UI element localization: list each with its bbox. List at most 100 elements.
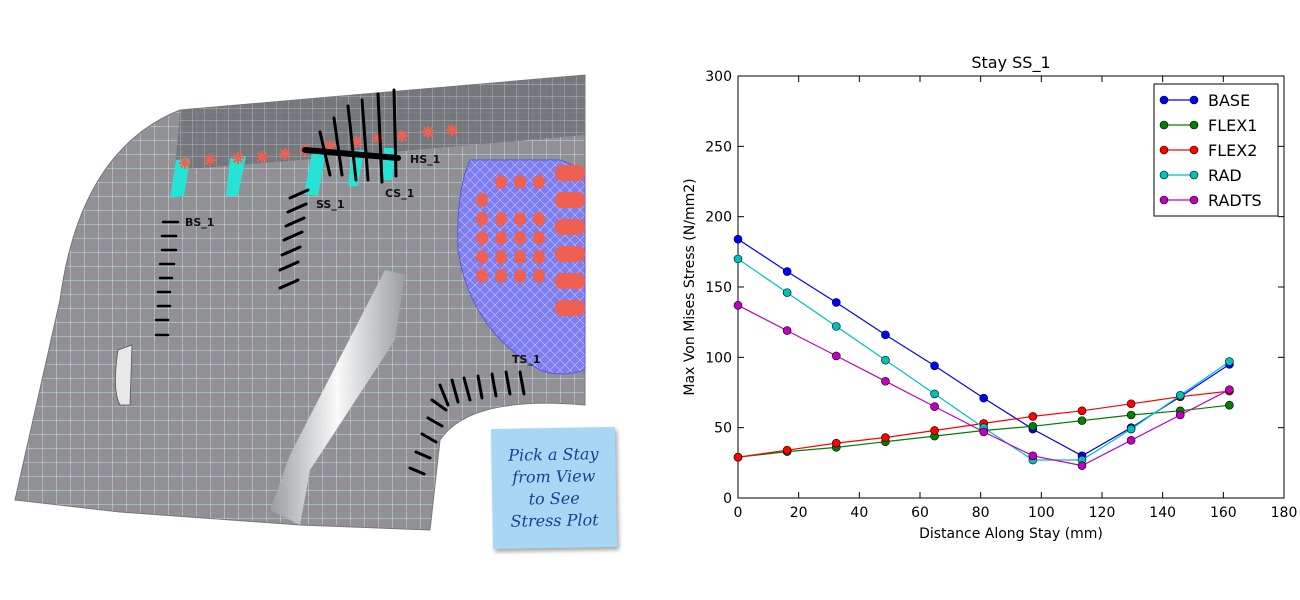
data-point	[733, 300, 743, 310]
stay-label-cs1[interactable]: CS_1	[385, 187, 414, 200]
data-point	[1077, 461, 1087, 470]
data-point	[1126, 399, 1136, 409]
series-layer	[733, 234, 1234, 470]
legend-label: FLEX2	[1208, 141, 1257, 160]
data-point	[1225, 400, 1234, 410]
tube-hole	[476, 231, 488, 245]
data-point	[881, 355, 890, 365]
model-view[interactable]: HS_1 CS_1 SS_1 BS_1 TS	[0, 0, 640, 600]
legend-marker	[1159, 120, 1169, 130]
hotspot-star	[256, 151, 268, 163]
tube-ends	[555, 165, 585, 316]
legend-marker	[1189, 170, 1199, 180]
data-point	[1028, 412, 1038, 421]
tube-hole	[533, 212, 545, 226]
data-point	[979, 393, 989, 403]
y-axis: 0 50 100 150 200 250 300	[705, 69, 1284, 507]
data-point	[979, 427, 989, 437]
data-point	[1175, 391, 1185, 400]
legend-marker	[1159, 145, 1169, 155]
legend-label: RADTS	[1208, 191, 1262, 210]
stay-ts1[interactable]	[408, 370, 526, 476]
stress-hotspots	[179, 124, 458, 169]
tube-hole	[495, 212, 507, 226]
tube-end	[555, 273, 585, 289]
legend-marker	[1189, 95, 1199, 105]
data-point	[930, 426, 939, 435]
data-point	[1028, 451, 1038, 461]
hotspot-star	[446, 124, 458, 136]
data-point	[1126, 410, 1136, 420]
hotspot-star	[279, 148, 291, 160]
tube-plate-patch	[457, 159, 586, 375]
y-axis-title: Max Von Mises Stress (N/mm2)	[682, 178, 698, 395]
x-tick-label: 100	[1028, 505, 1055, 521]
x-axis-title: Distance Along Stay (mm)	[919, 526, 1103, 542]
tube-hole	[514, 175, 526, 189]
data-point	[733, 254, 743, 264]
y-tick-label: 0	[723, 491, 732, 507]
tube-hole	[533, 250, 545, 264]
legend-item: RADTS	[1159, 191, 1262, 210]
stay-label-hs1[interactable]: HS_1	[410, 153, 440, 166]
tube-hole	[476, 269, 488, 283]
hotspot-star	[422, 126, 434, 138]
hotspot-star	[232, 152, 244, 164]
tube-end	[555, 219, 585, 235]
data-point	[1126, 436, 1136, 445]
hotspot-star	[324, 140, 336, 152]
data-point	[831, 322, 841, 331]
tube-hole	[533, 175, 545, 189]
data-point	[733, 234, 743, 244]
data-point	[1126, 424, 1136, 434]
series-line	[737, 304, 1230, 467]
tube-hole	[495, 231, 507, 245]
x-tick-label: 180	[1271, 505, 1298, 521]
tube-hole	[495, 269, 507, 283]
legend-marker	[1189, 145, 1199, 155]
stay-label-ss1[interactable]: SS_1	[316, 198, 345, 211]
chart-title: Stay SS_1	[971, 53, 1050, 73]
legend-label: FLEX1	[1208, 116, 1257, 135]
stay-label-ts1[interactable]: TS_1	[512, 353, 541, 366]
data-point	[782, 326, 792, 335]
tube-hole	[495, 175, 507, 189]
data-point	[930, 361, 939, 371]
x-tick-label: 60	[911, 505, 929, 521]
stay-ss1[interactable]	[278, 188, 310, 290]
data-point	[881, 330, 890, 340]
legend-marker	[1159, 95, 1169, 105]
tube-hole	[476, 193, 488, 207]
stay-bs1[interactable]	[154, 220, 180, 337]
x-tick-label: 0	[734, 505, 743, 521]
legend-label: BASE	[1208, 91, 1250, 110]
data-point	[1225, 357, 1234, 366]
tube-hole	[514, 250, 526, 264]
data-point	[782, 445, 792, 455]
stress-line-chart: Stay SS_1 0 20 40 60 80 100 120 140 160 180 0 50 10…	[682, 53, 1298, 542]
tube-hole	[514, 269, 526, 283]
data-point	[930, 402, 939, 411]
x-axis: 0 20 40 60 80 100 120 140 160 180	[734, 76, 1298, 521]
hotspot-star	[372, 132, 384, 144]
tube-end	[555, 192, 585, 208]
legend-item: FLEX2	[1159, 141, 1257, 160]
legend-item: BASE	[1159, 91, 1250, 110]
tube-hole	[476, 250, 488, 264]
legend: BASE FLEX1 FLEX2 RAD RADTS	[1153, 83, 1279, 217]
x-tick-label: 20	[790, 505, 808, 521]
data-point	[733, 452, 743, 462]
stay-label-bs1[interactable]: BS_1	[185, 216, 214, 229]
x-tick-label: 160	[1210, 505, 1237, 521]
firebox-ridge	[270, 270, 405, 525]
hotspot-star	[179, 157, 191, 169]
data-point	[831, 298, 841, 307]
tube-hole	[533, 231, 545, 245]
y-tick-label: 200	[705, 210, 732, 226]
y-tick-label: 100	[705, 350, 732, 366]
data-point	[1175, 410, 1185, 420]
tube-hole	[495, 250, 507, 264]
stay-hs1[interactable]	[302, 88, 401, 184]
series-radts	[733, 300, 1234, 470]
x-tick-label: 80	[972, 505, 990, 521]
